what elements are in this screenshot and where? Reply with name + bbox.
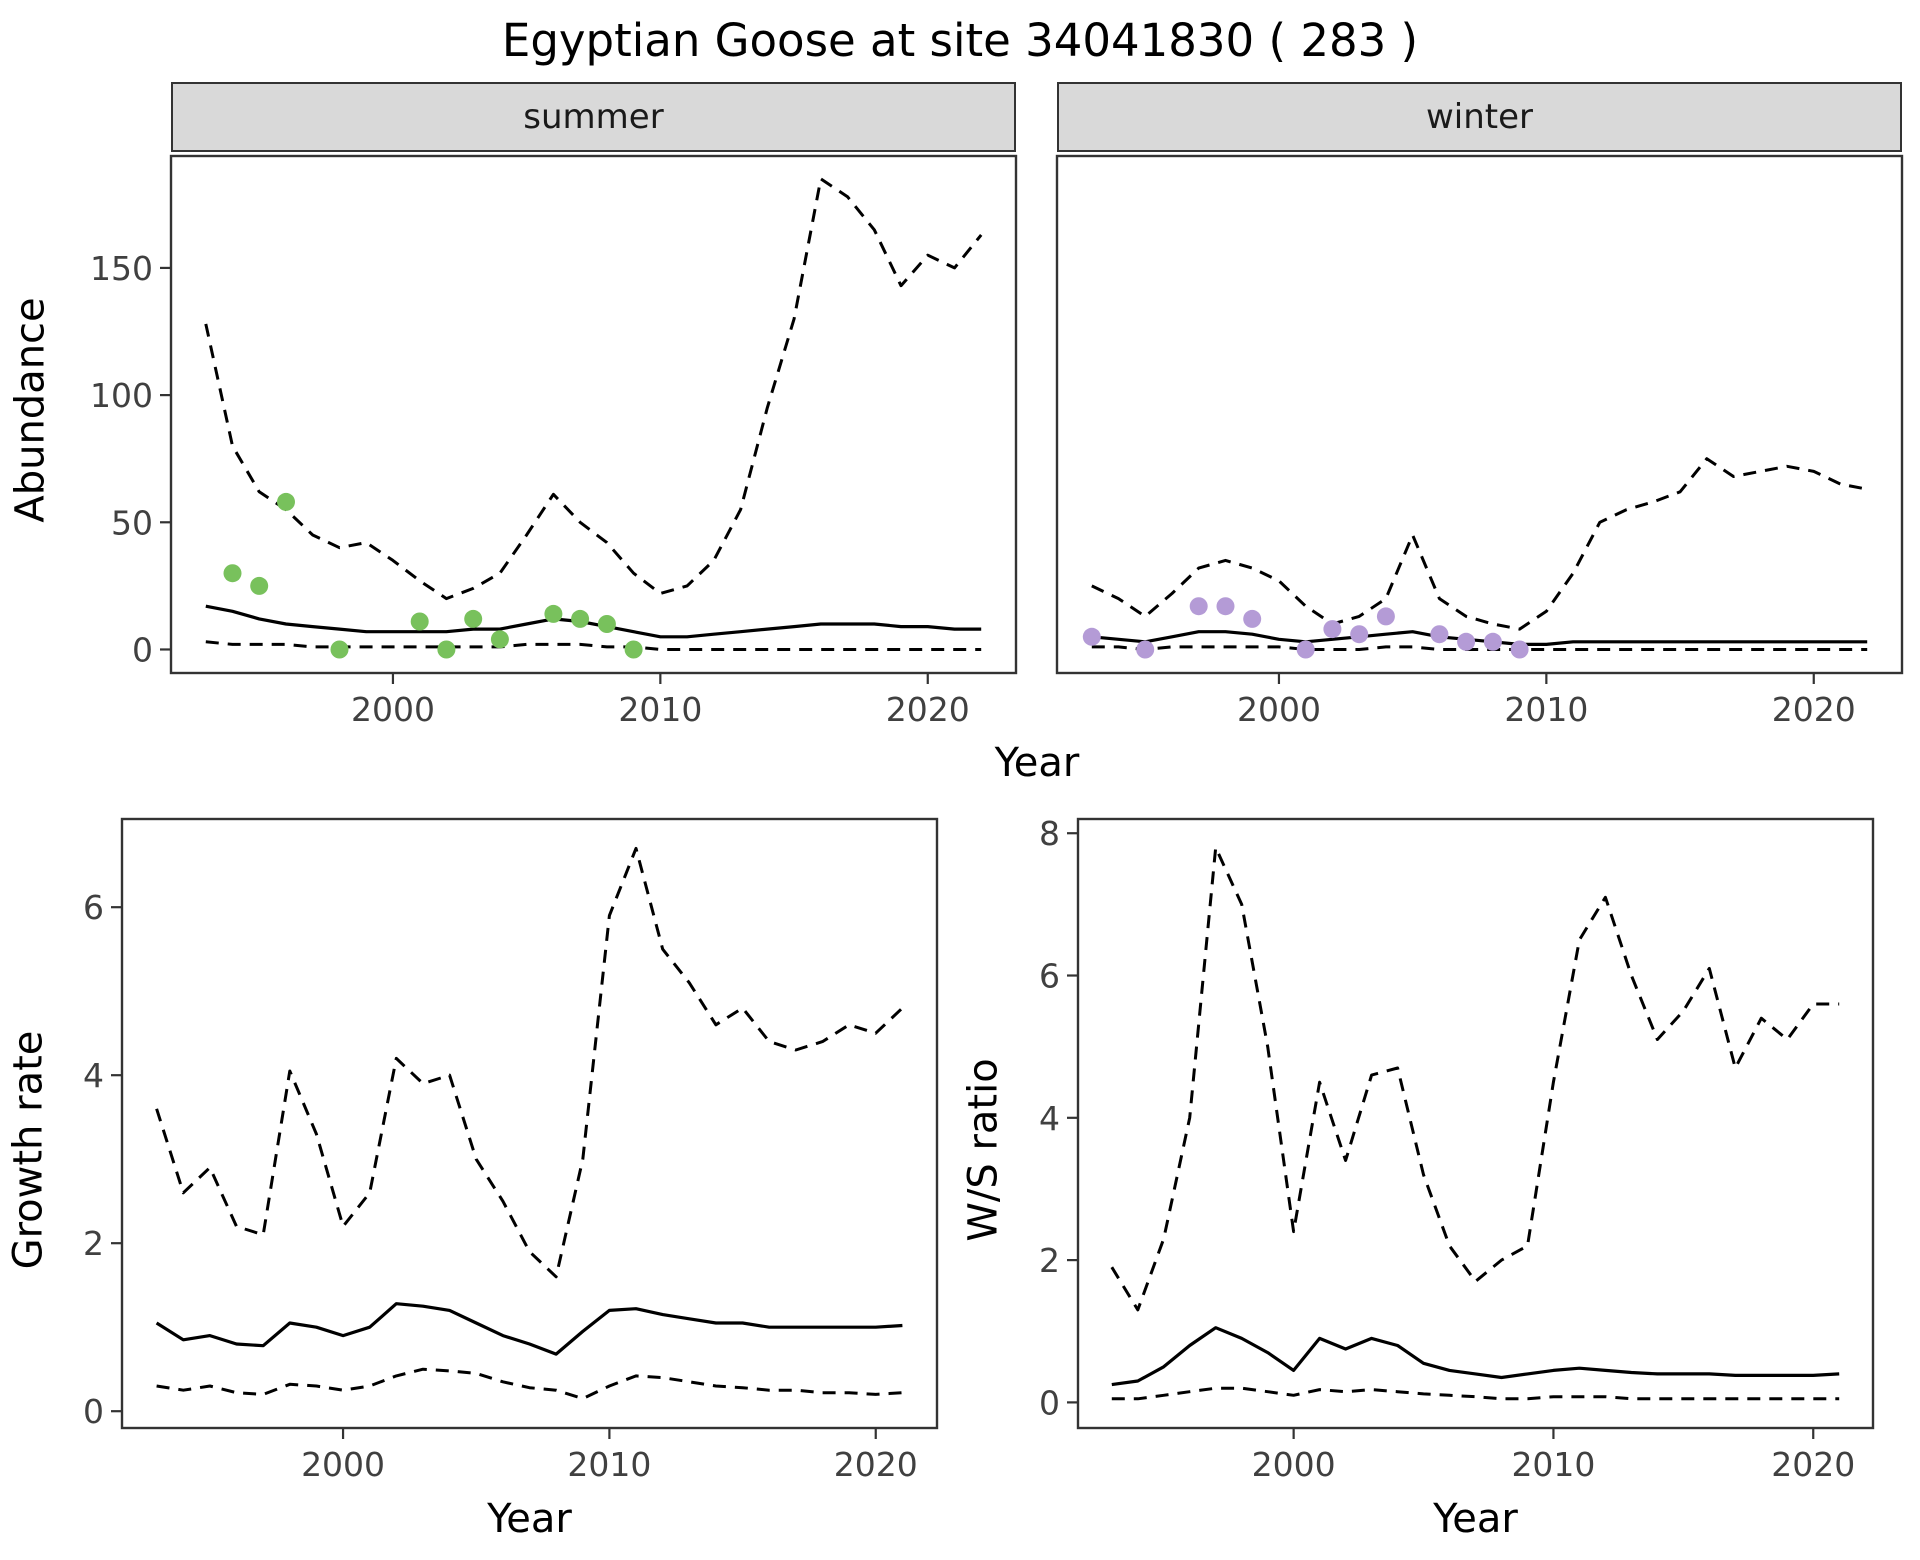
data-point [1189,597,1208,616]
x-tick-label: 2020 [834,1445,918,1484]
y-axis-title-growth-rate-text: Growth rate [5,1030,51,1269]
y-tick-label: 6 [1039,957,1060,996]
series-upper-ci [204,177,983,601]
series-fitted [1111,1326,1840,1387]
x-tick-label: 2000 [1237,690,1321,729]
x-tick-label: 2010 [1511,1445,1595,1484]
x-axis-title-abundance: Year [994,740,1080,786]
y-tick-label: 6 [83,888,104,927]
series-lower-ci [205,640,982,651]
x-tick-label: 2010 [618,690,702,729]
series-lower-ci [156,1367,903,1401]
data-point [250,576,269,595]
y-tick-label: 0 [132,630,153,669]
y-tick-label: 4 [1039,1099,1060,1138]
x-tick-label: 2020 [1771,1445,1855,1484]
y-tick-label: 150 [90,249,153,288]
row-gap [0,795,1920,805]
x-axis-title-growth-rate: Year [487,1496,572,1542]
y-tick-label: 2 [1039,1241,1060,1280]
x-tick-label: 2000 [301,1445,385,1484]
y-tick-label: 4 [83,1056,104,1095]
data-point [624,640,643,659]
y-tick-label: 50 [111,503,153,542]
data-point [1323,620,1342,639]
y-tick-label: 100 [90,376,153,415]
y-axis-title-abundance: Abundance [0,82,62,737]
growth-rate-chart-block: Growth rate 2000 2010 2020 0 2 4 6 Year [0,805,949,1550]
panel-border [1076,817,1875,1430]
bottom-charts-row: Growth rate 2000 2010 2020 0 2 4 6 Year W/S ra… [0,805,1920,1550]
y-tick-label: 0 [83,1392,104,1431]
y-tick-label: 0 [1039,1383,1060,1422]
x-tick-label: 2020 [886,690,970,729]
data-point [1430,625,1449,644]
data-point [1510,640,1529,659]
figure-title: Egyptian Goose at site 34041830 ( 283 ) [501,14,1419,67]
data-point [597,615,616,633]
y-axis-title-ws-ratio-text: W/S ratio [961,1057,1008,1242]
data-point [464,609,483,628]
growth-rate-chart: 2000 2010 2020 0 2 4 6 [83,817,939,1484]
series-fitted [205,604,982,639]
panel-background [1057,156,1902,673]
data-point [1483,632,1502,651]
ws-ratio-chart: 2000 2010 2020 0 2 4 6 8 [1039,814,1875,1484]
x-tick-label: 2000 [1252,1445,1336,1484]
data-point [490,630,509,649]
growth-rate-chart-row: Growth rate 2000 2010 2020 0 2 4 6 [0,805,949,1494]
facet-strip-summer: summer [171,82,1016,152]
data-point [1136,640,1155,659]
series-lower-ci [1091,645,1868,651]
series-upper-ci [155,846,904,1279]
data-point [410,612,429,631]
data-point [1243,609,1262,628]
data-point [1296,640,1315,659]
data-point [544,604,563,623]
data-point [1350,625,1369,644]
panel-border [120,817,939,1430]
series-lower-ci [1111,1386,1840,1401]
data-point [330,640,349,659]
panel-background [122,819,937,1428]
x-tick-label: 2010 [1504,690,1588,729]
data-point [1457,632,1476,651]
data-point [277,492,295,511]
data-point [1376,607,1395,626]
x-tick-label: 2000 [351,690,435,729]
abundance-facet-row: Abundance summer 2000 2010 2020 0 50 100 150 w… [0,82,1920,737]
facet-strip-summer-label: summer [523,97,664,137]
y-tick-label: 8 [1039,814,1060,853]
series-upper-ci [1110,846,1840,1312]
y-tick-label: 2 [83,1224,104,1263]
y-axis-title-abundance-text: Abundance [8,296,54,523]
data-point [223,564,242,583]
panel-border [1055,154,1904,675]
panel-background [1078,819,1873,1428]
panel-background [171,156,1016,673]
x-axis-title-ws-ratio: Year [1433,1496,1518,1542]
data-point [1216,597,1235,616]
data-point [1082,627,1101,646]
x-tick-label: 2020 [1772,690,1856,729]
series-fitted [1091,630,1868,646]
abundance-winter-chart: 2000 2010 2020 [1055,154,1904,729]
facet-winter: winter 2000 2010 2020 [1047,82,1914,737]
data-point [437,640,456,659]
y-axis-title-growth-rate: Growth rate [0,805,56,1494]
y-axis-title-ws-ratio: W/S ratio [956,805,1012,1494]
series-fitted [155,1302,903,1356]
facet-strip-winter-label: winter [1425,97,1534,137]
ws-ratio-chart-row: W/S ratio 2000 2010 2020 0 2 4 6 8 [956,805,1885,1494]
data-point [571,609,590,628]
abundance-summer-chart: 2000 2010 2020 0 50 100 150 [90,154,1018,729]
x-tick-label: 2010 [567,1445,651,1484]
facet-strip-winter: winter [1057,82,1902,152]
panel-border [169,154,1018,675]
facet-summer: summer 2000 2010 2020 0 50 100 150 [62,82,1026,737]
ws-ratio-chart-block: W/S ratio 2000 2010 2020 0 2 4 6 8 Year [956,805,1885,1550]
series-upper-ci [1091,457,1868,631]
